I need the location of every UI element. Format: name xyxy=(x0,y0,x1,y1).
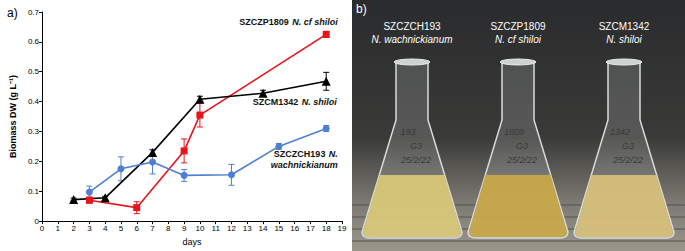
svg-text:9: 9 xyxy=(182,224,187,233)
svg-text:25/2/22: 25/2/22 xyxy=(506,155,537,165)
svg-text:19: 19 xyxy=(338,224,347,233)
svg-text:7: 7 xyxy=(150,224,155,233)
svg-text:G3: G3 xyxy=(516,141,528,151)
svg-text:1: 1 xyxy=(56,224,61,233)
svg-text:8: 8 xyxy=(166,224,171,233)
svg-text:G3: G3 xyxy=(622,141,634,151)
svg-text:N. cf shiloi: N. cf shiloi xyxy=(292,17,338,27)
svg-text:14: 14 xyxy=(259,224,268,233)
svg-text:1342: 1342 xyxy=(610,127,630,137)
svg-text:2: 2 xyxy=(71,224,76,233)
svg-text:17: 17 xyxy=(306,224,315,233)
svg-text:5: 5 xyxy=(119,224,124,233)
svg-text:12: 12 xyxy=(227,224,236,233)
svg-text:13: 13 xyxy=(243,224,252,233)
svg-text:G3: G3 xyxy=(410,141,422,151)
svg-text:wachnickianum: wachnickianum xyxy=(271,160,338,170)
svg-text:25/2/22: 25/2/22 xyxy=(400,155,431,165)
svg-text:18: 18 xyxy=(322,224,331,233)
svg-text:0: 0 xyxy=(40,224,45,233)
svg-text:b): b) xyxy=(356,2,367,16)
svg-text:0.6: 0.6 xyxy=(28,37,40,46)
svg-text:1809: 1809 xyxy=(504,127,524,137)
svg-text:N. shiloi: N. shiloi xyxy=(302,97,338,107)
svg-text:SZCZCH193: SZCZCH193 xyxy=(383,21,441,32)
svg-text:0.3: 0.3 xyxy=(28,127,40,136)
svg-text:SZCZP1809: SZCZP1809 xyxy=(490,21,545,32)
svg-text:11: 11 xyxy=(212,224,221,233)
svg-text:days: days xyxy=(183,237,203,247)
svg-text:0.2: 0.2 xyxy=(28,157,40,166)
svg-text:N.: N. xyxy=(329,149,338,159)
svg-text:4: 4 xyxy=(103,224,108,233)
svg-text:SZCZP1809: SZCZP1809 xyxy=(239,17,289,27)
svg-text:10: 10 xyxy=(195,224,204,233)
svg-text:N. shiloi: N. shiloi xyxy=(606,34,642,45)
svg-text:0.1: 0.1 xyxy=(28,187,40,196)
svg-text:16: 16 xyxy=(290,224,299,233)
svg-text:a): a) xyxy=(7,6,18,20)
svg-text:0.7: 0.7 xyxy=(28,8,40,17)
svg-text:SZCM1342: SZCM1342 xyxy=(599,21,650,32)
svg-text:0.4: 0.4 xyxy=(28,97,40,106)
svg-text:SZCZCH193: SZCZCH193 xyxy=(274,149,326,159)
svg-text:0.5: 0.5 xyxy=(28,67,40,76)
svg-text:N. wachnickianum: N. wachnickianum xyxy=(371,34,452,45)
svg-text:15: 15 xyxy=(274,224,283,233)
svg-text:Biomass DW (g L⁻¹): Biomass DW (g L⁻¹) xyxy=(8,75,18,158)
svg-text:25/2/22: 25/2/22 xyxy=(612,155,643,165)
svg-text:SZCM1342: SZCM1342 xyxy=(253,97,299,107)
svg-text:3: 3 xyxy=(87,224,92,233)
svg-text:193: 193 xyxy=(400,127,415,137)
svg-text:0: 0 xyxy=(34,216,39,226)
svg-text:N. cf shiloi: N. cf shiloi xyxy=(495,34,542,45)
svg-text:6: 6 xyxy=(135,224,140,233)
